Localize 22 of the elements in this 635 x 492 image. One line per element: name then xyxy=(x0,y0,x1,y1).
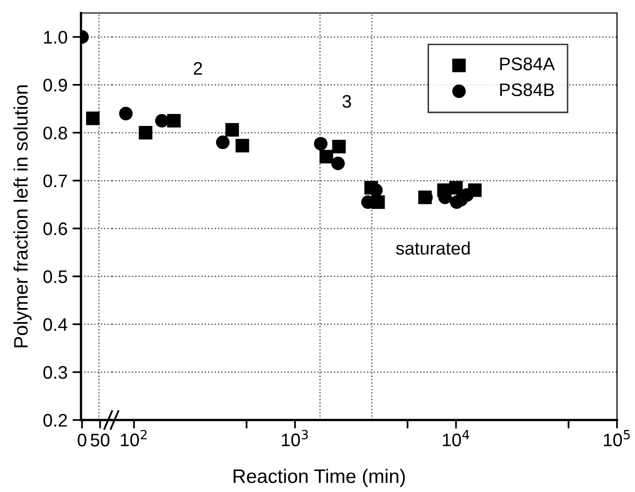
x-tick-label: 10$^{2}$ xyxy=(120,430,147,446)
x-tick-label: 50 xyxy=(90,434,110,446)
x-axis-title: Reaction Time (min) xyxy=(234,468,405,487)
y-tick-label: 0.4 xyxy=(43,318,68,331)
y-tick-label: 1.0 xyxy=(44,30,68,44)
x-tick-label: 10$^{4}$ xyxy=(442,430,470,446)
y-tick-label: 0.6 xyxy=(43,222,68,236)
y-tick-label: 0.8 xyxy=(43,126,68,140)
x-tick-label: 10$^{3}$ xyxy=(282,430,308,446)
annotation: 2 xyxy=(194,62,202,75)
y-tick-label: 0.2 xyxy=(43,414,67,427)
y-tick-label: 0.3 xyxy=(43,366,68,379)
x-tick-label: 0 xyxy=(78,434,86,446)
y-tick-label: 0.9 xyxy=(43,78,67,92)
y-axis-title: Polymer fraction left in solution xyxy=(13,85,32,348)
x-tick-label: 10$^{5}$ xyxy=(604,430,630,446)
y-tick-label: 0.5 xyxy=(43,270,68,284)
legend-label: PS84B xyxy=(500,83,554,96)
legend-label: PS84A xyxy=(500,58,555,70)
y-tick-label: 0.7 xyxy=(43,174,67,188)
annotation: saturated xyxy=(396,241,470,255)
annotation: 3 xyxy=(342,95,352,108)
